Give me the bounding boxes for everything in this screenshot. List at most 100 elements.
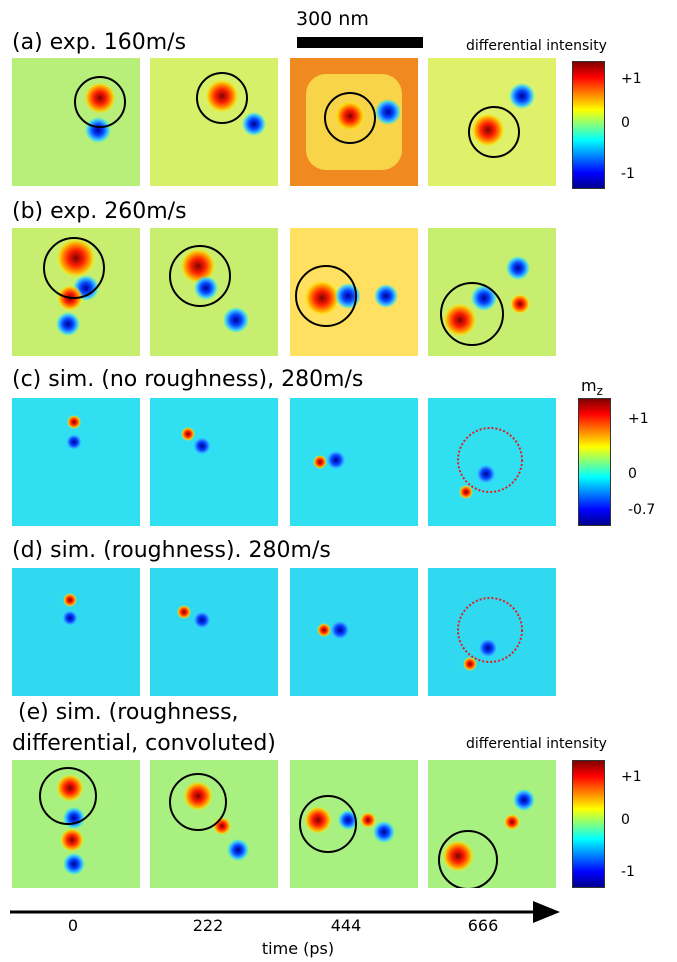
time-tick-444: 444 xyxy=(330,916,362,935)
panel-row1-col2 xyxy=(290,228,418,356)
positive-domain-spot xyxy=(84,82,116,114)
panel-image-row0-col3 xyxy=(428,58,556,186)
positive-domain-spot xyxy=(442,840,474,872)
negative-domain-spot xyxy=(509,83,535,109)
colorbar-bottom xyxy=(572,760,605,888)
colorbar-top xyxy=(572,61,605,189)
panel-row2-col0 xyxy=(12,398,140,526)
negative-domain-spot xyxy=(223,307,249,333)
row-label-e-line1: (e) sim. (roughness, xyxy=(18,700,239,725)
positive-domain-spot xyxy=(205,79,239,113)
panel-image-row1-col0 xyxy=(12,228,140,356)
cbar-top-tick-plus1: +1 xyxy=(621,71,642,87)
panel-image-row2-col1 xyxy=(150,398,278,526)
marker-circle xyxy=(169,245,231,307)
mz-label: m xyxy=(581,376,597,395)
marker-circle xyxy=(74,76,126,128)
panel-row4-col2 xyxy=(290,760,418,888)
positive-domain-spot xyxy=(313,455,327,469)
cbar-top-tick-0: 0 xyxy=(621,115,630,131)
panel-background xyxy=(290,398,418,526)
dotted-trajectory-circle xyxy=(457,597,523,663)
positive-domain-spot xyxy=(180,248,216,284)
positive-domain-spot xyxy=(177,605,191,619)
time-axis-arrow xyxy=(10,901,560,923)
cbar-mz-tick-minus07: -0.7 xyxy=(628,502,656,518)
row-label-d: (d) sim. (roughness). 280m/s xyxy=(12,538,331,563)
panel-background xyxy=(290,568,418,696)
cbar-top-tick-minus1: -1 xyxy=(621,166,635,182)
positive-domain-spot xyxy=(317,623,331,637)
negative-domain-spot xyxy=(471,285,497,311)
panel-image-row4-col2 xyxy=(290,760,418,888)
negative-domain-spot xyxy=(475,463,497,485)
panel-image-row1-col3 xyxy=(428,228,556,356)
panel-row0-col0 xyxy=(12,58,140,186)
negative-domain-spot xyxy=(506,256,530,280)
panel-row0-col1 xyxy=(150,58,278,186)
panel-image-row0-col1 xyxy=(150,58,278,186)
colorbar-title-bottom: differential intensity xyxy=(466,736,607,752)
panel-row2-col3 xyxy=(428,398,556,526)
negative-domain-spot xyxy=(192,436,212,456)
row-label-e-line2: differential, convoluted) xyxy=(12,731,276,756)
negative-domain-spot xyxy=(513,789,535,811)
positive-domain-spot xyxy=(60,828,84,852)
time-tick-222: 222 xyxy=(192,916,224,935)
negative-domain-spot xyxy=(335,283,361,309)
positive-domain-spot xyxy=(510,294,530,314)
panel-row3-col3 xyxy=(428,568,556,696)
positive-domain-spot xyxy=(504,814,520,830)
negative-domain-spot xyxy=(85,117,111,143)
negative-domain-spot xyxy=(56,312,80,336)
panel-image-row0-col0 xyxy=(12,58,140,186)
negative-domain-spot xyxy=(227,839,249,861)
mz-subscript: z xyxy=(596,384,603,399)
panel-image-row0-col2 xyxy=(290,58,418,186)
panel-row4-col0 xyxy=(12,760,140,888)
negative-domain-spot xyxy=(192,610,212,630)
panel-image-row2-col0 xyxy=(12,398,140,526)
cbar-bottom-tick-plus1: +1 xyxy=(621,769,642,785)
colorbar-title-mz: mz xyxy=(581,378,603,399)
panel-row4-col1 xyxy=(150,760,278,888)
cbar-bottom-tick-minus1: -1 xyxy=(621,864,635,880)
time-axis-arrowhead xyxy=(533,901,560,923)
cbar-mz-tick-0: 0 xyxy=(628,466,637,482)
negative-domain-spot xyxy=(63,853,85,875)
panel-image-row4-col1 xyxy=(150,760,278,888)
panel-row3-col2 xyxy=(290,568,418,696)
negative-domain-spot xyxy=(63,807,85,829)
panel-row1-col0 xyxy=(12,228,140,356)
panel-row2-col2 xyxy=(290,398,418,526)
panel-image-row1-col2 xyxy=(290,228,418,356)
panel-image-row3-col3 xyxy=(428,568,556,696)
positive-domain-spot xyxy=(63,593,77,607)
panel-background xyxy=(150,398,278,526)
panel-row2-col1 xyxy=(150,398,278,526)
positive-domain-spot xyxy=(443,303,477,337)
panel-row0-col2 xyxy=(290,58,418,186)
cbar-bottom-tick-0: 0 xyxy=(621,812,630,828)
negative-domain-spot xyxy=(242,112,266,136)
positive-domain-spot xyxy=(183,781,213,811)
row-label-b: (b) exp. 260m/s xyxy=(12,199,187,224)
negative-domain-spot xyxy=(374,284,398,308)
panel-row4-col3 xyxy=(428,760,556,888)
row-label-c: (c) sim. (no roughness), 280m/s xyxy=(12,367,364,392)
marker-circle xyxy=(43,237,105,299)
positive-domain-spot xyxy=(213,817,231,835)
marker-circle xyxy=(169,773,227,831)
panel-image-row1-col1 xyxy=(150,228,278,356)
negative-domain-spot xyxy=(325,449,347,471)
positive-domain-spot xyxy=(304,280,340,316)
negative-domain-spot xyxy=(477,637,499,659)
colorbar-mz xyxy=(578,398,611,526)
panel-background xyxy=(150,568,278,696)
marker-circle xyxy=(324,92,376,144)
positive-domain-spot xyxy=(56,774,84,802)
positive-domain-spot xyxy=(459,485,473,499)
panel-image-row4-col0 xyxy=(12,760,140,888)
negative-domain-spot xyxy=(194,276,218,300)
time-tick-0: 0 xyxy=(67,916,79,935)
